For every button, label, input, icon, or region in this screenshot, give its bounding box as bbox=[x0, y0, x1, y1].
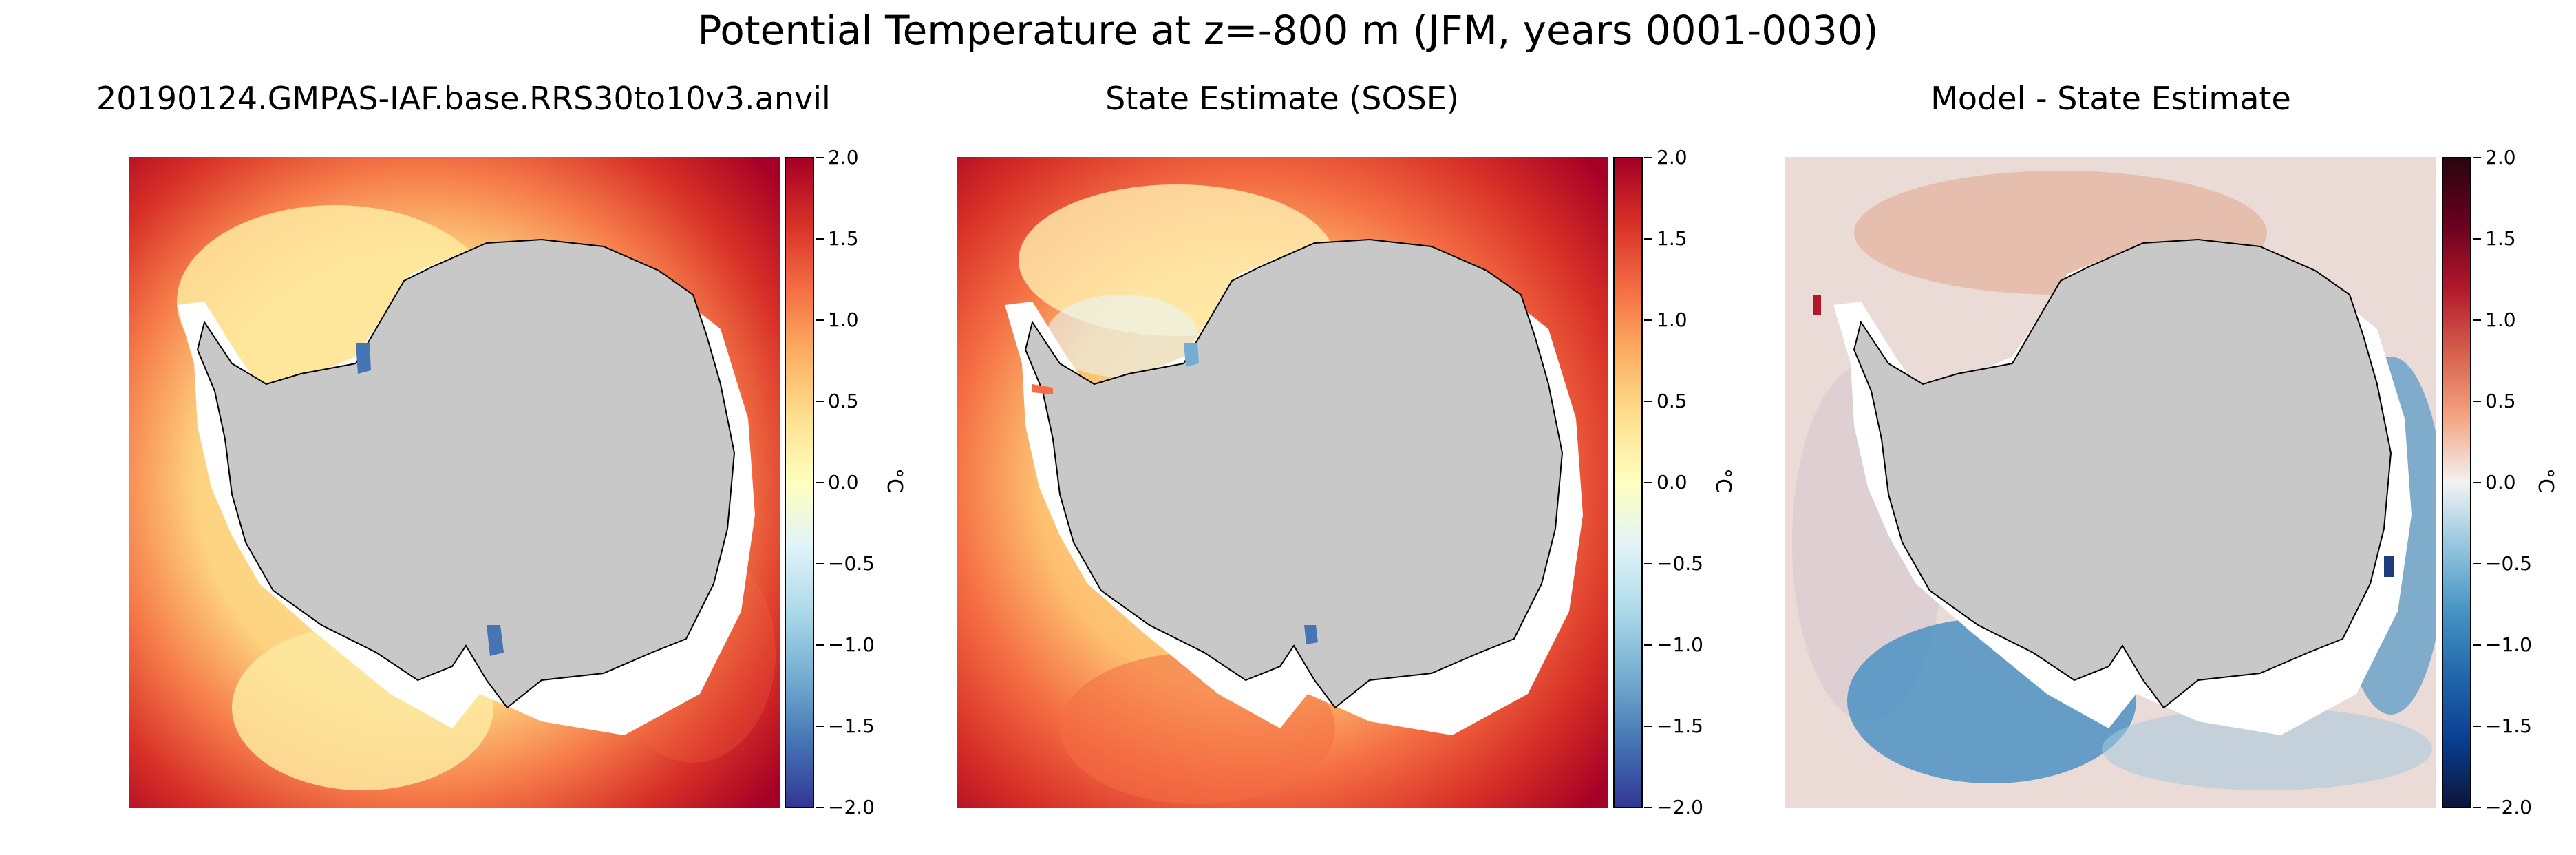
colorbar-tick-label: 0.0 bbox=[2485, 471, 2516, 494]
colorbar-tick bbox=[2473, 319, 2481, 321]
colorbar-sose bbox=[1613, 157, 1643, 808]
colorbar-tick-label: 0.5 bbox=[1657, 390, 1688, 412]
colorbar-tick-label: −1.5 bbox=[2485, 715, 2532, 737]
colorbar-tick-label: 1.0 bbox=[2485, 308, 2516, 331]
colorbar-tick-label: −2.0 bbox=[828, 796, 875, 819]
colorbar-tick bbox=[1644, 319, 1652, 321]
colorbar-tick bbox=[2473, 726, 2481, 727]
colorbar-tick bbox=[1644, 726, 1652, 727]
colorbar-tick bbox=[1644, 401, 1652, 402]
colorbar-tick bbox=[816, 319, 824, 321]
colorbar-unit-sose: °C bbox=[1711, 468, 1735, 493]
antarctica-land bbox=[1024, 238, 1564, 709]
colorbar-tick bbox=[1644, 807, 1652, 808]
map-panel-model bbox=[129, 157, 780, 808]
colorbar-tick-label: −1.0 bbox=[1657, 633, 1703, 656]
panel-title-model: 20190124.GMPAS-IAF.base.RRS30to10v3.anvi… bbox=[96, 80, 831, 117]
cold-patch bbox=[356, 343, 371, 374]
colorbar-tick bbox=[2473, 401, 2481, 402]
antarctica-land bbox=[196, 238, 736, 709]
colorbar-tick bbox=[2473, 644, 2481, 646]
figure-title: Potential Temperature at z=-800 m (JFM, … bbox=[697, 7, 1879, 54]
colorbar-tick bbox=[2473, 157, 2481, 158]
colorbar-tick bbox=[816, 563, 824, 564]
map-panel-bias bbox=[1785, 157, 2436, 808]
colorbar-tick-label: 0.5 bbox=[2485, 390, 2516, 412]
colorbar-tick-label: −1.0 bbox=[828, 633, 875, 656]
colorbar-ticks-bias: 2.0 1.5 1.0 0.5 0.0 −0.5 −1.0 −1.5 −2.0 bbox=[2473, 147, 2548, 818]
colorbar-tick-label: 2.0 bbox=[1657, 146, 1688, 169]
colorbar-tick-label: −2.0 bbox=[2485, 796, 2532, 819]
colorbar-tick-label: 1.5 bbox=[2485, 227, 2516, 250]
colorbar-tick-label: 0.0 bbox=[1657, 471, 1688, 494]
colorbar-tick-label: −0.5 bbox=[2485, 552, 2532, 575]
colorbar-tick bbox=[1644, 563, 1652, 564]
map-panel-sose bbox=[957, 157, 1608, 808]
panel-title-bias: Model - State Estimate bbox=[1930, 80, 2291, 117]
colorbar-tick bbox=[2473, 563, 2481, 564]
colorbar-tick-label: 1.0 bbox=[828, 308, 859, 331]
colorbar-tick bbox=[816, 726, 824, 727]
colorbar-tick bbox=[1644, 157, 1652, 158]
colorbar-tick bbox=[816, 644, 824, 646]
colorbar-tick bbox=[2473, 482, 2481, 483]
panel-title-sose: State Estimate (SOSE) bbox=[1105, 80, 1459, 117]
colorbar-tick bbox=[1644, 238, 1652, 240]
colorbar-bias bbox=[2442, 157, 2471, 808]
colorbar-tick-label: 2.0 bbox=[2485, 146, 2516, 169]
colorbar-tick bbox=[1644, 644, 1652, 646]
colorbar-tick bbox=[816, 238, 824, 240]
colorbar-tick-label: −1.5 bbox=[828, 715, 875, 737]
colorbar-tick bbox=[816, 482, 824, 483]
colorbar-tick-label: 1.5 bbox=[1657, 227, 1688, 250]
colorbar-tick bbox=[2473, 807, 2481, 808]
colorbar-tick-label: −0.5 bbox=[828, 552, 875, 575]
colorbar-unit-model: °C bbox=[882, 468, 906, 493]
colorbar-tick bbox=[816, 401, 824, 402]
colorbar-tick bbox=[816, 807, 824, 808]
colorbar-tick bbox=[2473, 238, 2481, 240]
colorbar-tick-label: 2.0 bbox=[828, 146, 859, 169]
colorbar-model bbox=[785, 157, 814, 808]
colorbar-ticks-sose: 2.0 1.5 1.0 0.5 0.0 −0.5 −1.0 −1.5 −2.0 bbox=[1644, 147, 1720, 818]
colorbar-tick-label: −1.0 bbox=[2485, 633, 2532, 656]
colorbar-ticks-model: 2.0 1.5 1.0 0.5 0.0 −0.5 −1.0 −1.5 −2.0 bbox=[816, 147, 891, 818]
colorbar-tick-label: 0.5 bbox=[828, 390, 859, 412]
colorbar-tick-label: 1.5 bbox=[828, 227, 859, 250]
colorbar-tick-label: 0.0 bbox=[828, 471, 859, 494]
colorbar-unit-bias: °C bbox=[2533, 468, 2557, 493]
colorbar-tick bbox=[1644, 482, 1652, 483]
colorbar-tick bbox=[816, 157, 824, 158]
colorbar-tick-label: −2.0 bbox=[1657, 796, 1703, 819]
antarctica-land bbox=[1853, 238, 2392, 709]
colorbar-tick-label: −1.5 bbox=[1657, 715, 1703, 737]
colorbar-tick-label: 1.0 bbox=[1657, 308, 1688, 331]
colorbar-tick-label: −0.5 bbox=[1657, 552, 1703, 575]
